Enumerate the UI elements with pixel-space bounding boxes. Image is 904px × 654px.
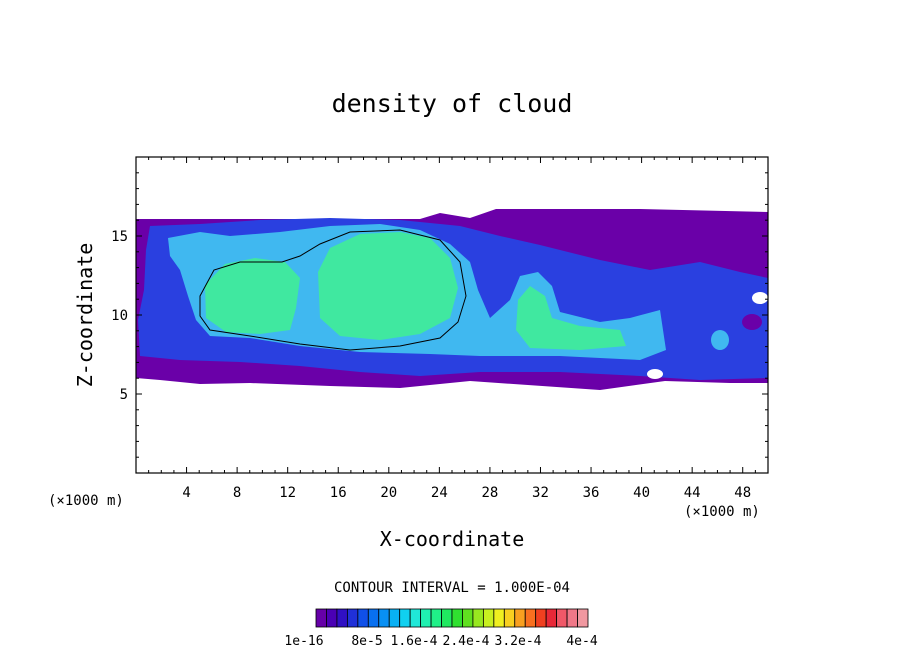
colorbar-swatch xyxy=(336,608,348,628)
y-tick-label: 5 xyxy=(120,387,128,403)
colorbar-swatch xyxy=(451,608,463,628)
cloud-core-left xyxy=(205,258,300,334)
x-tick-label: 32 xyxy=(532,485,549,501)
x-tick-label: 44 xyxy=(684,485,701,501)
chart-title: density of cloud xyxy=(332,89,573,118)
x-tick-label: 48 xyxy=(734,485,751,501)
cloud-gap xyxy=(742,314,762,330)
cloud-core-right xyxy=(516,286,626,350)
x-tick-labels: 4 8 12 16 20 24 28 32 36 40 44 48 xyxy=(182,485,751,501)
x-tick-label: 40 xyxy=(633,485,650,501)
colorbar-swatch xyxy=(545,608,558,628)
y-tick-label: 15 xyxy=(111,229,128,245)
colorbar-swatch xyxy=(346,608,359,628)
x-tick-label: 28 xyxy=(481,485,498,501)
colorbar-swatch xyxy=(441,608,453,628)
colorbar-tick-label: 1e-16 xyxy=(284,634,323,649)
cloud-field xyxy=(136,209,768,390)
colorbar-swatch xyxy=(482,608,495,628)
y-tick-labels: 5 10 15 xyxy=(111,229,128,403)
colorbar-swatch xyxy=(472,608,484,628)
cloud-gap xyxy=(752,292,768,304)
colorbar-swatch xyxy=(535,608,547,628)
colorbar-tick-label: 4e-4 xyxy=(566,634,597,649)
colorbar-swatch xyxy=(388,608,401,628)
y-tick-label: 10 xyxy=(111,308,128,324)
colorbar-swatch xyxy=(462,608,474,628)
colorbar-tick-label: 2.4e-4 xyxy=(443,634,490,649)
colorbar-tick-label: 3.2e-4 xyxy=(495,634,542,649)
cloud-gap xyxy=(647,369,663,379)
colorbar-swatch xyxy=(524,608,537,628)
colorbar-swatch xyxy=(315,608,327,628)
x-unit-label-right: (×1000 m) xyxy=(684,504,760,520)
x-tick-label: 8 xyxy=(233,485,241,501)
cloud-core-center xyxy=(318,232,458,340)
x-tick-label: 4 xyxy=(182,485,190,501)
x-tick-label: 12 xyxy=(279,485,296,501)
colorbar-swatch xyxy=(566,608,578,628)
colorbar-swatch xyxy=(556,608,568,628)
contour-interval-label: CONTOUR INTERVAL = 1.000E-04 xyxy=(334,580,570,596)
x-tick-label: 36 xyxy=(583,485,600,501)
cloud-gap xyxy=(176,236,204,272)
cloud-gap xyxy=(711,330,729,350)
colorbar-swatch xyxy=(514,608,526,628)
colorbar-swatch xyxy=(577,608,589,628)
colorbar-tick-label: 1.6e-4 xyxy=(391,634,438,649)
axis-ticks xyxy=(136,157,768,473)
colorbar-swatch xyxy=(430,608,442,628)
y-axis-label: Z-coordinate xyxy=(73,243,97,388)
colorbar-swatch xyxy=(420,608,432,628)
x-axis-label: X-coordinate xyxy=(380,527,525,551)
colorbar xyxy=(315,608,589,628)
colorbar-swatch xyxy=(503,608,516,628)
contour-line xyxy=(199,229,467,351)
colorbar-swatch xyxy=(326,608,338,628)
colorbar-labels: 1e-16 8e-5 1.6e-4 2.4e-4 3.2e-4 4e-4 xyxy=(284,634,597,649)
colorbar-tick-label: 8e-5 xyxy=(351,634,382,649)
colorbar-swatch xyxy=(378,608,390,628)
colorbar-swatch xyxy=(357,608,369,628)
x-tick-label: 24 xyxy=(431,485,448,501)
colorbar-swatch xyxy=(409,608,422,628)
colorbar-swatch xyxy=(367,608,380,628)
x-unit-label-left: (×1000 m) xyxy=(48,493,124,509)
x-tick-label: 20 xyxy=(380,485,397,501)
colorbar-swatch xyxy=(399,608,411,628)
x-tick-label: 16 xyxy=(330,485,347,501)
colorbar-swatch xyxy=(493,608,505,628)
